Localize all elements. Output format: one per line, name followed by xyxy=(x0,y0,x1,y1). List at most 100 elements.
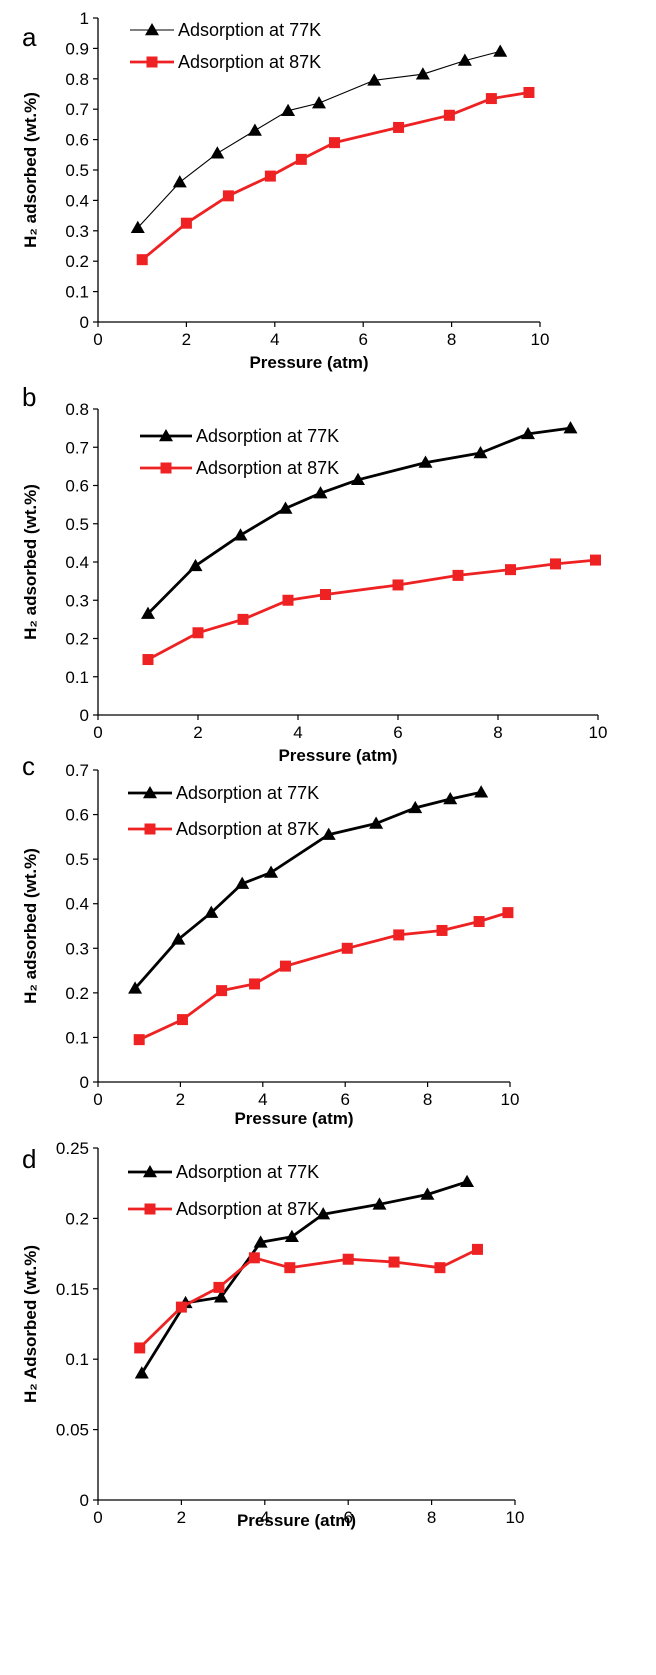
chart-panel-a: a Pressure (atm) H₂ adsorbed (wt.%) Adso… xyxy=(21,9,549,372)
data-point-87k xyxy=(237,613,249,625)
x-tick-label: 6 xyxy=(343,1508,352,1527)
series-line-87k xyxy=(147,558,596,661)
legend-label-87k: Adsorption at 87K xyxy=(178,52,321,72)
legend-marker-87k xyxy=(160,462,172,474)
data-point-77k xyxy=(281,103,296,116)
series-line-77k xyxy=(147,426,571,615)
data-point-87k xyxy=(590,554,601,566)
y-tick-label: 0.1 xyxy=(65,668,89,687)
x-tick-label: 0 xyxy=(93,330,102,349)
legend-label-77k: Adsorption at 77K xyxy=(178,20,321,40)
legend-label-87k: Adsorption at 87K xyxy=(196,458,339,478)
legend-label-77k: Adsorption at 77K xyxy=(176,1162,319,1182)
x-tick-label: 6 xyxy=(340,1090,349,1109)
data-point-77k xyxy=(210,146,225,159)
data-point-77k xyxy=(408,800,423,814)
data-point-87k xyxy=(393,929,405,941)
x-tick-label: 8 xyxy=(493,723,502,742)
x-tick-label: 2 xyxy=(177,1508,186,1527)
data-point-77k xyxy=(457,53,472,66)
x-tick-label: 10 xyxy=(501,1090,520,1109)
data-point-87k xyxy=(485,93,497,105)
x-tick-label: 4 xyxy=(258,1090,267,1109)
y-tick-label: 0.1 xyxy=(65,1350,89,1369)
data-point-77k xyxy=(420,1187,435,1200)
data-point-87k xyxy=(133,1034,145,1046)
data-point-77k xyxy=(521,426,535,440)
legend-label-87k: Adsorption at 87K xyxy=(176,1199,319,1219)
data-point-87k xyxy=(248,1252,260,1264)
y-tick-label: 0.7 xyxy=(65,761,89,780)
data-point-77k xyxy=(473,445,488,459)
data-point-87k xyxy=(434,1262,446,1274)
y-axis-title: H₂ adsorbed (wt.%) xyxy=(21,92,40,248)
data-point-87k xyxy=(264,170,276,182)
data-point-87k xyxy=(550,558,561,570)
legend-label-77k: Adsorption at 77K xyxy=(196,426,339,446)
y-tick-label: 0.3 xyxy=(65,222,89,241)
data-point-77k xyxy=(284,1229,299,1242)
data-point-87k xyxy=(295,153,307,165)
data-point-87k xyxy=(279,960,291,972)
y-tick-label: 0.2 xyxy=(65,984,89,1003)
data-point-77k xyxy=(316,1207,331,1220)
legend-marker-87k xyxy=(144,1203,156,1215)
y-axis-title: H₂ adsorbed (wt.%) xyxy=(21,848,40,1004)
x-tick-label: 4 xyxy=(260,1508,269,1527)
chart-panel-c: c Pressure (atm) H₂ adsorbed (wt.%) Adso… xyxy=(21,751,519,1128)
series-line-87k xyxy=(138,1248,479,1349)
data-point-77k xyxy=(130,220,145,234)
y-tick-label: 0.6 xyxy=(65,477,89,496)
data-point-77k xyxy=(141,606,155,619)
series-line-87k xyxy=(138,911,509,1041)
series-line-77k xyxy=(137,50,501,229)
data-point-77k xyxy=(313,486,328,499)
x-tick-label: 4 xyxy=(270,330,279,349)
data-point-77k xyxy=(172,175,187,188)
data-point-77k xyxy=(563,421,578,434)
y-tick-label: 0.8 xyxy=(65,400,89,419)
data-point-77k xyxy=(372,1197,387,1210)
data-point-77k xyxy=(247,123,262,136)
y-tick-label: 0.5 xyxy=(65,515,89,534)
y-tick-label: 0.6 xyxy=(65,131,89,150)
data-point-87k xyxy=(284,1262,296,1274)
legend-marker-87k xyxy=(146,56,158,68)
data-point-87k xyxy=(505,564,516,576)
data-point-77k xyxy=(264,865,279,878)
data-point-77k xyxy=(443,791,458,805)
y-tick-label: 0.4 xyxy=(65,895,89,914)
data-point-87k xyxy=(388,1256,400,1268)
y-tick-label: 0.3 xyxy=(65,591,89,610)
data-point-87k xyxy=(180,217,192,229)
x-tick-label: 2 xyxy=(193,723,202,742)
data-point-77k xyxy=(278,501,293,514)
x-axis-title: Pressure (atm) xyxy=(278,746,397,765)
chart-panel-b: b Pressure (atm) H₂ adsorbed (wt.%) Adso… xyxy=(21,382,607,765)
y-tick-label: 0.1 xyxy=(65,1028,89,1047)
y-tick-label: 0.7 xyxy=(65,100,89,119)
data-point-77k xyxy=(460,1174,475,1188)
data-point-87k xyxy=(192,627,204,639)
y-tick-label: 0.7 xyxy=(65,438,89,457)
data-point-87k xyxy=(249,978,261,990)
data-point-77k xyxy=(321,827,336,840)
x-tick-label: 10 xyxy=(506,1508,525,1527)
data-point-77k xyxy=(134,1366,149,1379)
x-tick-label: 6 xyxy=(358,330,367,349)
y-tick-label: 0.3 xyxy=(65,939,89,958)
data-point-77k xyxy=(369,816,384,829)
data-point-87k xyxy=(342,1253,354,1265)
y-tick-label: 1 xyxy=(80,9,89,28)
y-tick-label: 0 xyxy=(80,1073,89,1092)
data-point-77k xyxy=(204,905,219,918)
y-tick-label: 0.9 xyxy=(65,39,89,58)
legend-marker-77k xyxy=(159,429,173,442)
y-tick-label: 0.8 xyxy=(65,70,89,89)
x-tick-label: 2 xyxy=(176,1090,185,1109)
data-point-87k xyxy=(523,86,535,98)
panel-label: b xyxy=(22,382,36,412)
x-tick-label: 10 xyxy=(589,723,608,742)
y-tick-label: 0 xyxy=(80,1491,89,1510)
